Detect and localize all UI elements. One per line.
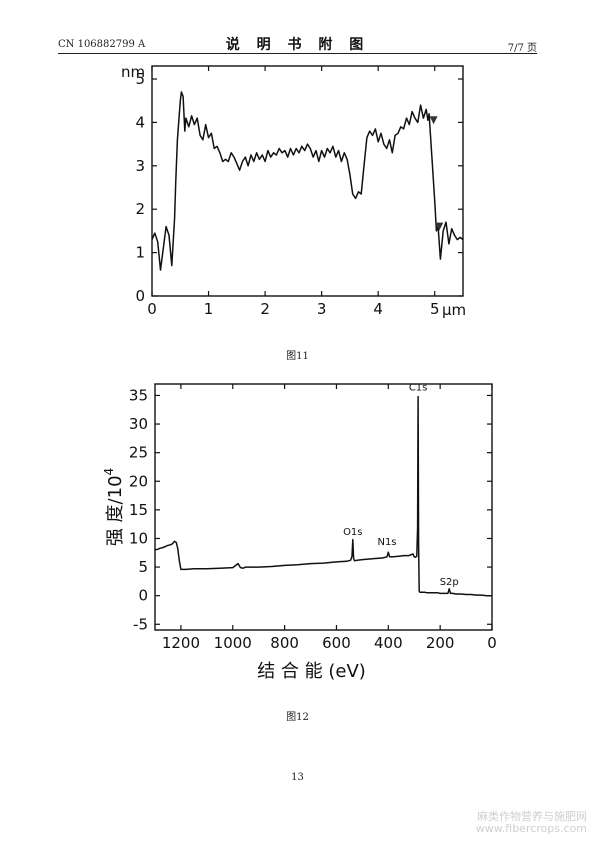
x-tick-label: 0 — [147, 300, 157, 318]
y-tick-label: -5 — [133, 615, 148, 633]
series-line — [154, 395, 492, 597]
y-axis-title-main: 强 度/10 — [105, 475, 126, 546]
series-line — [151, 91, 464, 271]
x-tick-label: 600 — [322, 634, 351, 652]
figure-12-chart: 1200 1000 800 600 400 200 0 -5 0 5 10 15 20 25 30 35 C1s… — [102, 383, 497, 682]
x-tick-label: 5 — [430, 300, 440, 318]
peak-label: S2p — [440, 577, 459, 588]
watermark-url: www.fibercrops.com — [475, 822, 587, 835]
y-tick-label: 0 — [135, 287, 145, 305]
page-number: 13 — [291, 772, 304, 783]
cursor-marker — [429, 116, 438, 125]
x-axis-title: 结 合 能 (eV) — [257, 661, 366, 682]
x-tick-label: 1200 — [162, 634, 200, 652]
peak-label: C1s — [409, 383, 428, 394]
y-tick-label: 2 — [135, 200, 145, 218]
x-tick-label: 0 — [487, 634, 497, 652]
peak-label: O1s — [343, 527, 362, 538]
header-page-count: 7/7 页 — [507, 43, 537, 54]
y-tick-label: 20 — [129, 472, 148, 490]
y-tick-label: 35 — [129, 386, 148, 404]
y-tick-label: 1 — [135, 244, 145, 262]
y-tick-label: 0 — [138, 587, 148, 605]
plot-frame — [154, 383, 493, 631]
y-tick-label: 10 — [129, 529, 148, 547]
x-tick-label: 1 — [204, 300, 214, 318]
plot-frame — [151, 65, 464, 297]
x-unit-label: μm — [442, 301, 466, 319]
x-tick-label: 800 — [270, 634, 299, 652]
x-tick-label: 1000 — [214, 634, 252, 652]
figure-12-caption: 图12 — [286, 712, 309, 723]
x-tick-label: 4 — [373, 300, 383, 318]
x-tick-label: 400 — [374, 634, 403, 652]
y-tick-label: 30 — [129, 415, 148, 433]
y-tick-label: 25 — [129, 444, 148, 462]
y-tick-label: 4 — [135, 113, 145, 131]
x-tick-label: 3 — [317, 300, 327, 318]
header-patent-number: CN 106882799 A — [58, 39, 146, 50]
y-axis-title-exponent: 4 — [102, 468, 116, 476]
x-tick-label: 2 — [260, 300, 270, 318]
watermark-site-name: 麻类作物营养与施肥网 — [477, 810, 587, 823]
y-tick-label: 5 — [138, 558, 148, 576]
y-tick-label: 5 — [135, 70, 145, 88]
y-axis-title: 强 度/104 — [102, 468, 126, 546]
y-unit-label: nm — [121, 63, 145, 81]
x-tick-label: 200 — [426, 634, 455, 652]
peak-label: N1s — [377, 537, 396, 548]
y-tick-label: 3 — [135, 157, 145, 175]
figure-11-caption: 图11 — [286, 351, 309, 362]
y-tick-label: 15 — [129, 501, 148, 519]
header-section-title: 说 明 书 附 图 — [225, 37, 370, 53]
header-rule — [58, 53, 537, 54]
cursor-marker — [435, 222, 444, 231]
y-axis-title-text: 强 度/104 — [102, 468, 126, 546]
